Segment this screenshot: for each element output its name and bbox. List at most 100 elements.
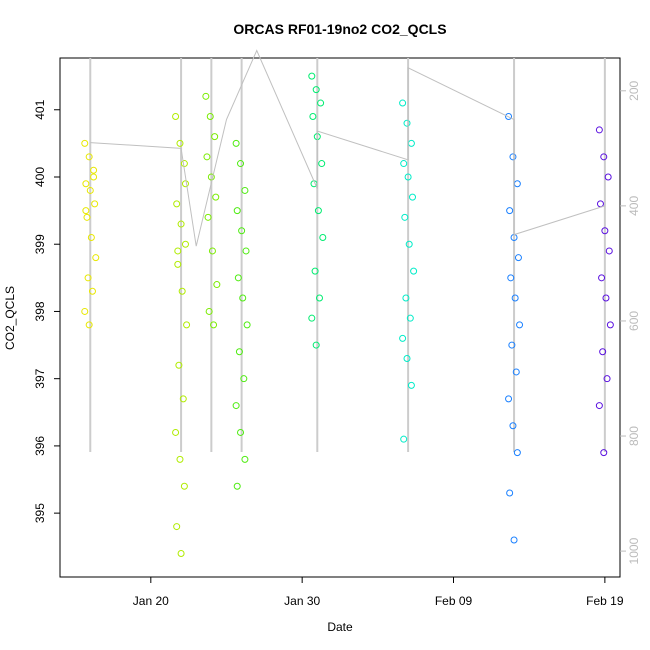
point	[513, 449, 521, 457]
point	[178, 287, 186, 295]
point	[406, 314, 414, 322]
point	[407, 139, 415, 147]
point	[85, 321, 93, 329]
point	[173, 523, 181, 531]
point	[605, 247, 613, 255]
point	[595, 402, 603, 410]
point	[84, 274, 92, 282]
x-tick-label: Feb 09	[435, 594, 473, 608]
point	[172, 112, 180, 120]
point	[601, 227, 609, 235]
y2-tick-label: 400	[627, 196, 641, 216]
point	[235, 348, 243, 356]
point	[400, 160, 408, 168]
point	[509, 422, 517, 430]
x-tick-label: Feb 19	[586, 594, 624, 608]
point	[598, 274, 606, 282]
point	[90, 173, 98, 181]
point	[507, 274, 515, 282]
point	[237, 428, 245, 436]
point	[599, 348, 607, 356]
point	[176, 455, 184, 463]
point	[603, 375, 611, 383]
x-tick-label: Jan 30	[284, 594, 320, 608]
point	[600, 449, 608, 457]
y-tick-label: 398	[33, 301, 47, 321]
point	[177, 220, 185, 228]
point	[508, 341, 516, 349]
point	[312, 341, 320, 349]
point	[232, 139, 240, 147]
point	[312, 86, 320, 94]
point	[180, 160, 188, 168]
point	[86, 186, 94, 194]
point	[309, 112, 317, 120]
x-tick-label: Jan 20	[133, 594, 169, 608]
point	[402, 294, 410, 302]
point	[203, 153, 211, 161]
point	[82, 207, 90, 215]
point	[173, 200, 181, 208]
point	[174, 247, 182, 255]
point	[91, 200, 99, 208]
point	[179, 395, 187, 403]
point	[177, 549, 185, 557]
point	[595, 126, 603, 134]
point	[181, 180, 189, 188]
point	[308, 314, 316, 322]
point	[318, 160, 326, 168]
point	[237, 160, 245, 168]
point	[600, 153, 608, 161]
plot-frame	[59, 57, 621, 578]
point	[238, 227, 246, 235]
point	[409, 193, 417, 201]
chart-title: ORCAS RF01-19no2 CO2_QCLS	[233, 21, 446, 37]
point	[205, 307, 213, 315]
point	[404, 173, 412, 181]
point	[596, 200, 604, 208]
point	[243, 321, 251, 329]
point	[319, 233, 327, 241]
point	[510, 536, 518, 544]
point	[512, 368, 520, 376]
point	[213, 281, 221, 289]
point	[206, 112, 214, 120]
point	[207, 173, 215, 181]
point	[241, 186, 249, 194]
point	[233, 207, 241, 215]
point	[181, 240, 189, 248]
point	[505, 112, 513, 120]
point	[511, 294, 519, 302]
point	[212, 193, 220, 201]
point	[400, 435, 408, 443]
y2-tick-label: 600	[627, 311, 641, 331]
point	[314, 207, 322, 215]
y-tick-label: 395	[33, 503, 47, 523]
point	[211, 133, 219, 141]
point	[410, 267, 418, 275]
point	[513, 180, 521, 188]
x-axis-label: Date	[327, 620, 353, 634]
point	[202, 92, 210, 100]
point	[315, 294, 323, 302]
point	[183, 321, 191, 329]
point	[405, 240, 413, 248]
point	[516, 321, 524, 329]
y-tick-label: 401	[33, 99, 47, 119]
y-axis-label: CO2_QCLS	[3, 286, 17, 350]
point	[407, 381, 415, 389]
point	[83, 213, 91, 221]
point	[241, 455, 249, 463]
y2-tick-label: 200	[627, 80, 641, 100]
y-tick-label: 399	[33, 234, 47, 254]
point	[239, 294, 247, 302]
y-tick-label: 396	[33, 436, 47, 456]
point	[403, 119, 411, 127]
point	[180, 482, 188, 490]
point	[506, 489, 514, 497]
point	[88, 287, 96, 295]
point	[174, 260, 182, 268]
y-tick-label: 397	[33, 368, 47, 388]
